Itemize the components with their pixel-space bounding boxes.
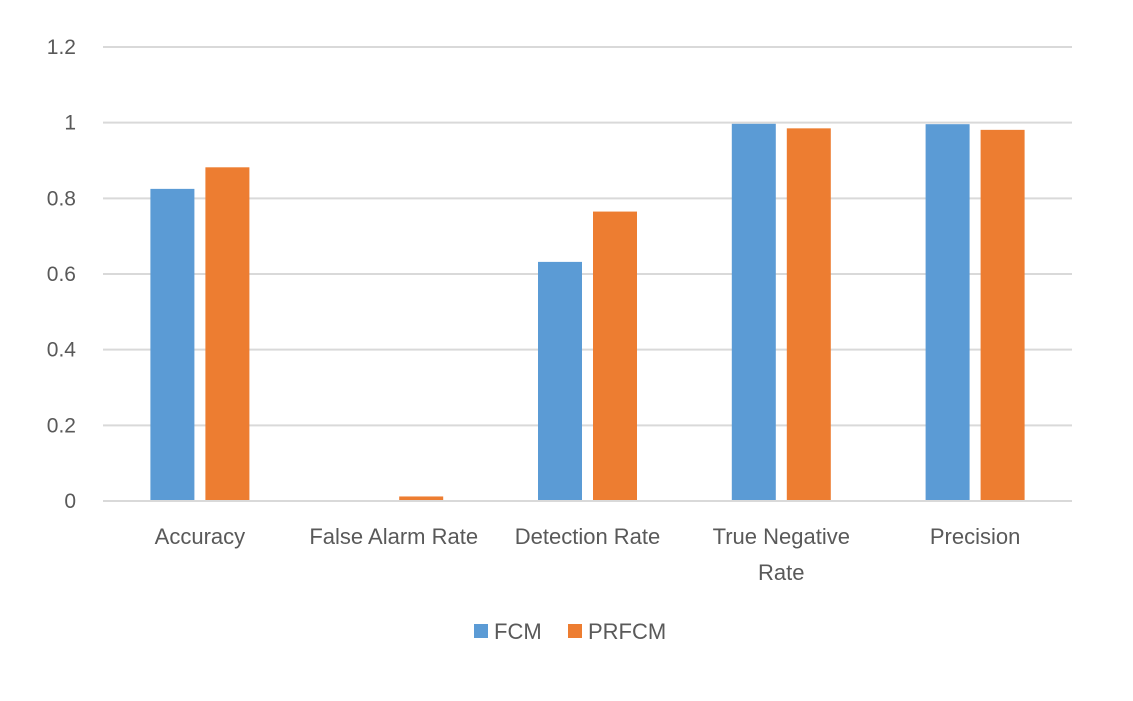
bar-fcm-true-negative-rate (731, 123, 776, 501)
x-category-label-line: Accuracy (155, 524, 245, 549)
bar-prfcm-true-negative-rate (786, 128, 831, 501)
y-tick-label: 0.2 (47, 414, 76, 437)
x-category-label: Detection Rate (515, 524, 661, 549)
y-tick-label: 0.6 (47, 263, 76, 286)
x-category-label: False Alarm Rate (309, 524, 478, 549)
bar-prfcm-precision (980, 129, 1025, 502)
x-category-label: Precision (930, 524, 1020, 549)
x-category-label-line: True Negative (713, 524, 850, 549)
bar-prfcm-detection-rate (593, 211, 637, 501)
bar-fcm-accuracy (150, 188, 195, 501)
x-category-label-line: Precision (930, 524, 1020, 549)
bar-prfcm-false-alarm-rate (399, 496, 444, 501)
y-tick-label: 0.8 (47, 187, 76, 210)
y-tick-label: 1 (64, 112, 76, 135)
bars (150, 123, 1025, 502)
legend-label: FCM (494, 619, 542, 644)
y-tick-label: 0 (64, 490, 76, 513)
gridlines (103, 46, 1072, 427)
x-category-label: True Negative Rate (713, 524, 850, 585)
x-category-label: Accuracy (155, 524, 245, 549)
legend: FCM PRFCM (474, 619, 666, 644)
x-category-label-line: Rate (758, 560, 804, 585)
y-tick-label: 1.2 (47, 36, 76, 59)
bar-fcm-detection-rate (538, 261, 582, 501)
x-category-label-line: False Alarm Rate (309, 524, 478, 549)
x-axis-category-labels: Accuracy False Alarm Rate Detection Rate Tr… (155, 524, 1021, 585)
legend-label: PRFCM (588, 619, 666, 644)
y-axis-tick-labels: 0 0.2 0.4 0.6 0.8 1 1.2 (47, 36, 77, 513)
legend-swatch (474, 624, 488, 638)
bar-prfcm-accuracy (205, 167, 250, 501)
bar-fcm-precision (925, 124, 970, 502)
legend-item-fcm: FCM (474, 619, 542, 644)
legend-item-prfcm: PRFCM (568, 619, 666, 644)
x-category-label-line: Detection Rate (515, 524, 661, 549)
y-tick-label: 0.4 (47, 339, 77, 362)
legend-swatch (568, 624, 582, 638)
